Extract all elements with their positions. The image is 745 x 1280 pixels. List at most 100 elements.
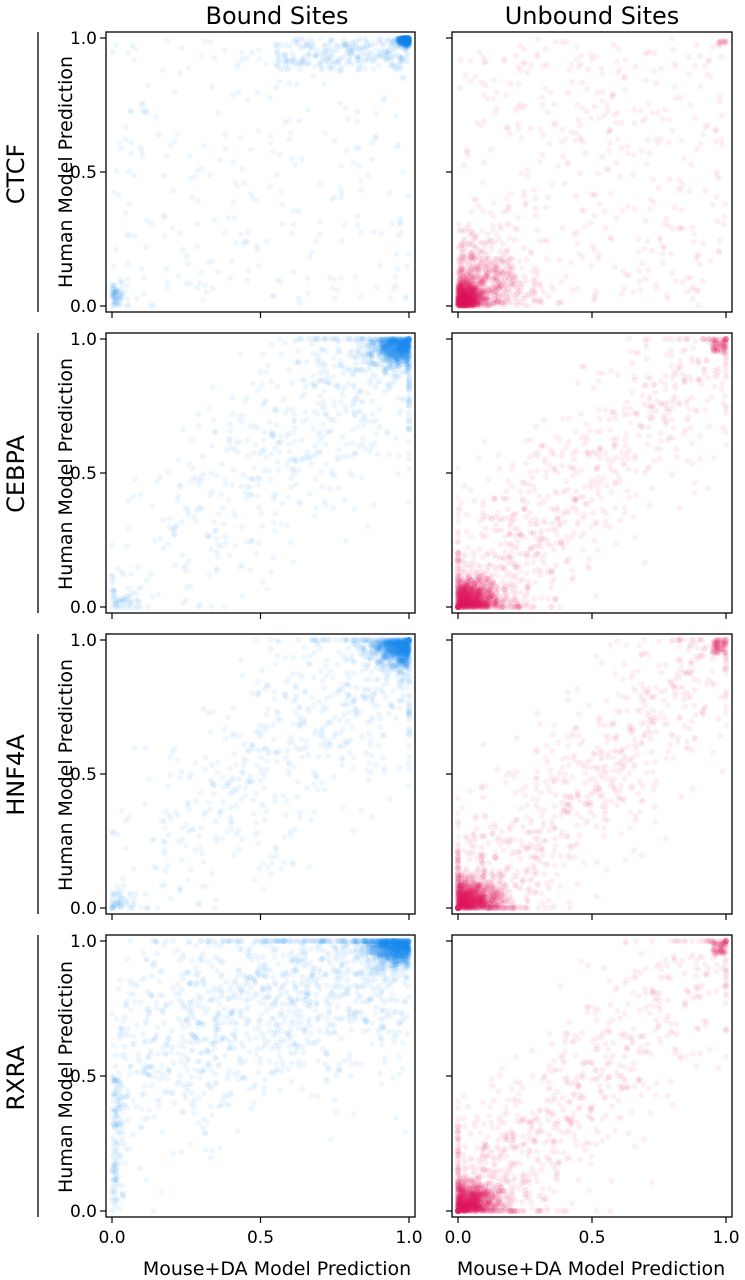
scatter-point — [171, 562, 178, 569]
scatter-point — [582, 150, 589, 157]
scatter-point — [481, 59, 488, 66]
scatter-point — [111, 282, 118, 289]
scatter-point — [131, 476, 138, 483]
scatter-point — [225, 497, 232, 503]
scatter-point — [116, 192, 123, 198]
scatter-point — [122, 124, 129, 130]
scatter-point — [369, 397, 376, 404]
scatter-point — [403, 36, 410, 43]
scatter-point — [511, 237, 518, 244]
scatter-point — [568, 79, 575, 85]
scatter-point — [585, 66, 592, 73]
scatter-point — [396, 35, 402, 42]
scatter-point — [320, 421, 327, 428]
scatter-point — [404, 40, 411, 47]
scatter-point — [496, 248, 503, 255]
scatter-point — [478, 278, 485, 285]
scatter-point — [468, 208, 475, 215]
scatter-point — [406, 39, 412, 46]
scatter-point — [163, 279, 170, 285]
scatter-point — [209, 384, 216, 390]
x-axis-label: Mouse+DA Model Prediction — [143, 1258, 411, 1280]
scatter-point — [308, 249, 315, 256]
scatter-point — [630, 152, 637, 159]
scatter-point — [485, 255, 492, 262]
scatter-point — [304, 274, 311, 281]
scatter-point — [403, 39, 410, 46]
scatter-point — [270, 554, 276, 561]
scatter-point — [695, 302, 702, 309]
scatter-point — [159, 67, 166, 73]
scatter-point — [133, 295, 140, 302]
scatter-point — [373, 336, 380, 342]
scatter-point — [355, 66, 362, 73]
scatter-point — [288, 155, 295, 162]
scatter-point — [219, 505, 226, 512]
scatter-point — [592, 54, 599, 61]
scatter-point — [678, 207, 685, 214]
scatter-point — [691, 230, 698, 237]
scatter-point — [141, 274, 148, 281]
scatter-point — [613, 215, 620, 221]
scatter-point — [474, 119, 480, 126]
scatter-point — [303, 39, 310, 46]
scatter-point — [124, 543, 131, 550]
scatter-point — [188, 437, 195, 443]
scatter-point — [124, 231, 131, 238]
scatter-point — [213, 429, 220, 436]
scatter-point — [317, 393, 324, 400]
scatter-point — [198, 165, 205, 172]
scatter-point — [718, 112, 725, 119]
scatter-point — [636, 278, 643, 284]
scatter-point — [639, 260, 646, 267]
scatter-point — [688, 274, 694, 281]
scatter-point — [479, 284, 486, 291]
scatter-point — [185, 507, 192, 514]
scatter-point — [543, 46, 549, 52]
scatter-point — [650, 176, 656, 183]
scatter-point — [338, 68, 344, 75]
scatter-point — [490, 199, 497, 206]
scatter-point — [631, 119, 638, 126]
scatter-point — [575, 116, 582, 123]
scatter-point — [406, 418, 412, 424]
scatter-point — [404, 38, 410, 45]
scatter-point — [402, 35, 409, 42]
scatter-point — [334, 287, 341, 294]
scatter-point — [568, 129, 575, 136]
scatter-point — [321, 388, 328, 395]
scatter-point — [265, 362, 272, 369]
scatter-point — [642, 218, 649, 224]
scatter-point — [203, 289, 210, 296]
scatter-point — [291, 411, 298, 418]
scatter-point — [170, 531, 177, 538]
scatter-point — [386, 295, 393, 302]
scatter-point — [395, 232, 402, 239]
scatter-point — [344, 441, 350, 448]
scatter-point — [278, 432, 284, 439]
scatter-point — [406, 466, 412, 472]
scatter-point — [645, 267, 652, 274]
scatter-point — [196, 601, 203, 608]
scatter-point — [301, 377, 308, 384]
scatter-point — [178, 45, 185, 52]
scatter-point — [393, 434, 400, 441]
scatter-point — [289, 50, 295, 57]
scatter-point — [399, 40, 406, 47]
scatter-point — [688, 161, 695, 168]
scatter-point — [126, 200, 133, 207]
scatter-point — [138, 266, 145, 272]
scatter-point — [702, 187, 709, 194]
scatter-point — [537, 238, 543, 245]
scatter-point — [339, 40, 346, 47]
scatter-point — [673, 277, 680, 284]
scatter-point — [202, 38, 209, 45]
scatter-point — [397, 35, 404, 42]
scatter-point — [298, 156, 305, 163]
scatter-point — [335, 411, 342, 418]
scatter-point — [401, 40, 408, 46]
scatter-point — [323, 410, 330, 417]
scatter-point — [523, 277, 530, 284]
scatter-point — [563, 38, 570, 45]
y-tick-label: 0.0 — [70, 297, 97, 317]
